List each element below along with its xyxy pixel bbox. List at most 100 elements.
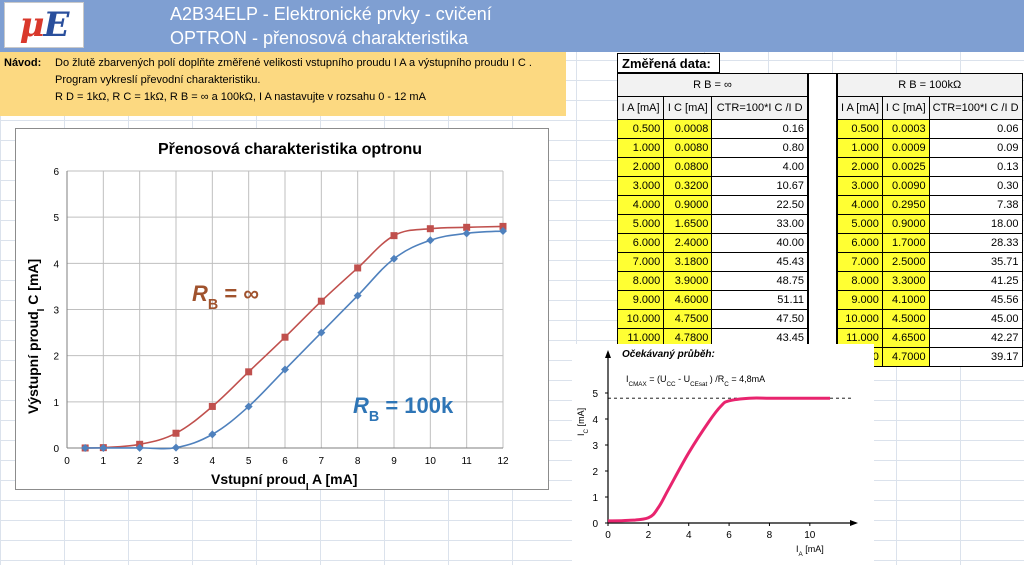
table-row: 8.000 3.3000 41.25 <box>837 271 1023 291</box>
input-cell[interactable]: 0.9000 <box>663 195 713 215</box>
input-cell[interactable]: 9.000 <box>837 290 883 310</box>
data-point-square <box>281 333 289 341</box>
input-cell[interactable]: 0.0009 <box>881 138 930 158</box>
column-header: CTR=100*I C /I D <box>711 96 808 120</box>
x-tick-label: 6 <box>726 530 732 541</box>
input-cell[interactable]: 1.7000 <box>881 233 930 253</box>
input-cell[interactable]: 4.1000 <box>881 290 930 310</box>
table-row: 0.500 0.0003 0.06 <box>837 119 1023 139</box>
input-cell[interactable]: 7.000 <box>616 252 665 272</box>
input-cell[interactable]: 3.9000 <box>663 271 713 291</box>
input-cell[interactable]: 4.6000 <box>663 290 713 310</box>
input-cell[interactable]: 7.000 <box>837 252 883 272</box>
x-tick-label: 0 <box>605 530 611 541</box>
x-tick-label: 4 <box>210 456 216 467</box>
ctr-cell: 0.13 <box>928 157 1023 177</box>
x-tick-label: 5 <box>246 456 252 467</box>
input-cell[interactable]: 8.000 <box>616 271 665 291</box>
input-cell[interactable]: 8.000 <box>837 271 883 291</box>
transfer-characteristic-chart[interactable]: Přenosová charakteristika optronu 0 1 2 3 4 5 6… <box>15 128 549 491</box>
x-tick-label: 8 <box>355 456 361 467</box>
input-cell[interactable]: 0.0800 <box>663 157 713 177</box>
input-cell[interactable]: 0.0003 <box>881 119 930 139</box>
data-point-square <box>208 402 216 410</box>
input-cell[interactable]: 4.7500 <box>663 309 713 329</box>
x-tick-label: 2 <box>646 530 652 541</box>
input-cell[interactable]: 4.5000 <box>881 309 930 329</box>
input-cell[interactable]: 10.000 <box>616 309 665 329</box>
y-tick-label: 0 <box>592 519 598 530</box>
table-heading: R B = 100kΩ <box>837 73 1023 97</box>
input-cell[interactable]: 0.0008 <box>663 119 713 139</box>
input-cell[interactable]: 4.000 <box>616 195 665 215</box>
chart-title: Přenosová charakteristika optronu <box>158 141 422 158</box>
input-cell[interactable]: 1.000 <box>837 138 883 158</box>
input-cell[interactable]: 6.000 <box>616 233 665 253</box>
input-cell[interactable]: 1.000 <box>616 138 665 158</box>
input-cell[interactable]: 11.000 <box>837 328 883 348</box>
input-cell[interactable]: 2.000 <box>837 157 883 177</box>
input-cell[interactable]: 4.000 <box>837 195 883 215</box>
input-cell[interactable]: 3.1800 <box>663 252 713 272</box>
input-cell[interactable]: 4.6500 <box>881 328 930 348</box>
data-point-diamond <box>317 328 326 337</box>
input-cell[interactable]: 0.3200 <box>663 176 713 196</box>
input-cell[interactable]: 2.5000 <box>881 252 930 272</box>
ctr-cell: 0.80 <box>711 138 808 158</box>
input-cell[interactable]: 9.000 <box>616 290 665 310</box>
input-cell[interactable]: 5.000 <box>837 214 883 234</box>
input-cell[interactable]: 0.0025 <box>881 157 930 177</box>
data-point-diamond <box>99 443 108 452</box>
table-spacer <box>808 73 837 345</box>
input-cell[interactable]: 10.000 <box>837 309 883 329</box>
instructions-label: Návod: <box>4 57 42 69</box>
table-row: 10.000 4.7500 47.50 <box>616 309 808 329</box>
input-cell[interactable]: 3.000 <box>837 176 883 196</box>
data-table-rb-inf: R B = ∞ I A [mA] I C [mA] CTR=100*I C /I… <box>616 73 808 367</box>
y-tick-label: 1 <box>592 493 598 504</box>
data-point-square <box>499 222 507 230</box>
page-subtitle: OPTRON - přenosová charakteristika <box>170 28 469 48</box>
input-cell[interactable]: 5.000 <box>616 214 665 234</box>
x-tick-label: 10 <box>425 456 437 467</box>
input-cell[interactable]: 4.7800 <box>663 328 713 348</box>
ctr-cell: 51.11 <box>711 290 808 310</box>
input-cell[interactable]: 0.0080 <box>663 138 713 158</box>
table-row: 5.000 0.9000 18.00 <box>837 214 1023 234</box>
instructions-line-3: R D = 1kΩ, R C = 1kΩ, R B = ∞ a 100kΩ, I… <box>55 91 426 103</box>
table-row: 7.000 3.1800 45.43 <box>616 252 808 272</box>
header-bar: μE A2B34ELP - Elektronické prvky - cviče… <box>0 0 1024 52</box>
page-title: A2B34ELP - Elektronické prvky - cvičení <box>170 4 492 24</box>
ctr-cell: 0.06 <box>928 119 1023 139</box>
input-cell[interactable]: 0.0090 <box>881 176 930 196</box>
input-cell[interactable]: 6.000 <box>837 233 883 253</box>
input-cell[interactable]: 3.3000 <box>881 271 930 291</box>
input-cell[interactable]: 0.2950 <box>881 195 930 215</box>
input-cell[interactable]: 0.500 <box>616 119 665 139</box>
x-tick-label: 12 <box>497 456 509 467</box>
instructions-line-2: Program vykreslí převodní charakteristik… <box>55 74 261 86</box>
input-cell[interactable]: 1.6500 <box>663 214 713 234</box>
table-row: 2.000 0.0025 0.13 <box>837 157 1023 177</box>
input-cell[interactable]: 2.000 <box>616 157 665 177</box>
table-row: 7.000 2.5000 35.71 <box>837 252 1023 272</box>
logo: μE <box>4 2 84 48</box>
column-header: I A [mA] <box>616 96 665 120</box>
input-cell[interactable]: 0.500 <box>837 119 883 139</box>
x-tick-label: 0 <box>64 456 70 467</box>
input-cell[interactable]: 0.9000 <box>881 214 930 234</box>
ctr-cell: 42.27 <box>928 328 1023 348</box>
ctr-cell: 0.30 <box>928 176 1023 196</box>
y-tick-label: 3 <box>592 441 598 452</box>
input-cell[interactable]: 2.4000 <box>663 233 713 253</box>
x-tick-label: 6 <box>282 456 288 467</box>
ctr-cell: 47.50 <box>711 309 808 329</box>
input-cell[interactable]: 3.000 <box>616 176 665 196</box>
table-row: 8.000 3.9000 48.75 <box>616 271 808 291</box>
input-cell[interactable]: 11.000 <box>616 328 665 348</box>
data-point-square <box>245 368 253 376</box>
input-cell[interactable]: 4.7000 <box>881 347 930 367</box>
table-row: 11.000 4.6500 42.27 <box>837 328 1023 348</box>
data-point-diamond <box>208 430 217 439</box>
